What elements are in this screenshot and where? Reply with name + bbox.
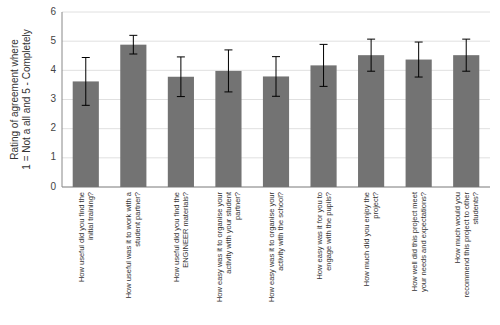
error-bar [367, 39, 375, 71]
y-axis: 0 1 2 3 4 5 6 [50, 6, 62, 192]
y-tick-label: 6 [50, 6, 56, 17]
x-tick-label: How much would yourecommend this project… [453, 192, 480, 298]
bar [120, 45, 146, 187]
error-bar [177, 57, 185, 97]
x-tick-label: How easy was it for you toengage with th… [315, 192, 333, 280]
bar [358, 55, 384, 187]
x-tick-label: How easy was it to organise youractivity… [267, 192, 285, 303]
error-bar [272, 57, 280, 97]
error-bar [415, 42, 423, 77]
y-tick-label: 0 [50, 181, 56, 192]
y-tick-label: 1 [50, 151, 56, 162]
chart: 0 1 2 3 4 5 6 Rating of agreement where1 = Not … [0, 0, 500, 325]
bars [73, 35, 480, 187]
x-tick-label: How useful did you find theinitial train… [77, 192, 95, 282]
y-axis-line [62, 12, 63, 187]
bar [406, 60, 432, 187]
bar [453, 55, 479, 187]
y-tick-label: 2 [50, 122, 56, 133]
x-tick-label: How easy was it to organise youractivity… [215, 191, 242, 302]
y-tick-label: 3 [50, 93, 56, 104]
x-tick-label: How much did you enjoy theproject? [362, 192, 380, 286]
y-tick-label: 4 [50, 64, 56, 75]
x-tick-label: How well did this project meetyour needs… [410, 191, 428, 292]
error-bar [129, 35, 137, 54]
grid-line [62, 12, 490, 13]
y-tick-label: 5 [50, 35, 56, 46]
x-axis: How useful did you find theinitial train… [77, 191, 480, 302]
x-tick-label: How useful was it to work with astudent … [124, 191, 142, 298]
grid [62, 12, 490, 187]
error-bar [82, 58, 90, 106]
y-axis-label: Rating of agreement where1 = Not a all a… [9, 29, 32, 169]
grid-line [62, 41, 490, 42]
error-bar [462, 39, 470, 71]
error-bar [320, 44, 328, 86]
chart-container: 0 1 2 3 4 5 6 Rating of agreement where1 = Not … [0, 0, 500, 325]
error-bar [224, 50, 232, 92]
x-tick-label: How useful did you find theENGINEER mate… [172, 192, 190, 282]
